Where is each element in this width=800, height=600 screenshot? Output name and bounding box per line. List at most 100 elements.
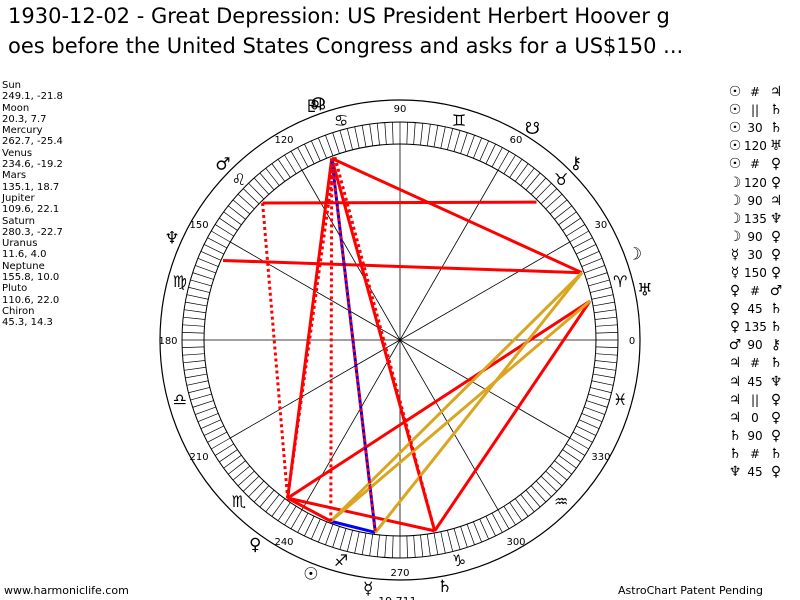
- degree-tick: [237, 193, 255, 210]
- degree-tick: [290, 509, 303, 529]
- aspect-row: ☽ 90 ♃: [726, 192, 798, 210]
- degree-tick: [440, 531, 446, 554]
- aspect-planet-b: ♅: [769, 138, 783, 155]
- degree-tick: [426, 124, 431, 146]
- aspect-type: 45: [747, 302, 763, 317]
- planet-glyph: ☊: [311, 95, 326, 115]
- position-values: 20.3, 7.7: [2, 113, 47, 125]
- degree-tick: [569, 230, 589, 243]
- division-line: [230, 339, 401, 439]
- degree-tick: [248, 182, 265, 200]
- degree-tick: [297, 147, 309, 168]
- aspect-type: #: [749, 446, 761, 461]
- aspect-planet-b: ♆: [769, 373, 783, 390]
- degree-tick: [384, 535, 387, 558]
- position-values: 155.8, 10.0: [2, 272, 60, 284]
- degree-tick: [277, 502, 291, 521]
- degree-tick: [433, 125, 439, 148]
- degree-tick: [207, 237, 228, 249]
- aspect-planet-b: ♀: [770, 391, 782, 408]
- degree-tick: [214, 224, 234, 237]
- position-values: 262.7, -25.4: [2, 136, 63, 148]
- aspect-list: ☉ # ♃ ☉ || ♄ ☉ 30 ♄ ☉ 120 ♅ ☉ # ♀ ☽ 120 ♀ ☽ 90 ♃ ☽ 135 ♆ ☽ 90 ♀ ☿ 30…: [726, 83, 798, 481]
- aspect-line: [222, 258, 583, 275]
- degree-tick: [185, 373, 208, 379]
- degree-tick: [535, 480, 552, 498]
- degree-tick: [223, 211, 242, 226]
- planet-glyph: ♆: [164, 229, 179, 249]
- aspect-row: ♄ 90 ♀: [726, 427, 798, 445]
- aspect-planet-a: ☽: [728, 228, 742, 245]
- aspect-type: 30: [747, 121, 763, 136]
- aspect-planet-a: ☽: [728, 210, 742, 227]
- aspect-type: 0: [751, 410, 759, 425]
- planet-glyph: ☿: [363, 579, 373, 599]
- degree-tick: [540, 188, 558, 205]
- aspect-type: 30: [747, 247, 763, 262]
- aspect-type: 120: [744, 175, 767, 190]
- degree-tick: [392, 535, 394, 558]
- aspect-type: 120: [744, 139, 767, 154]
- degree-tick: [192, 400, 214, 408]
- aspect-planet-b: ♆: [769, 210, 783, 227]
- position-name: Chiron: [2, 305, 35, 317]
- degree-tick: [253, 485, 270, 503]
- degree-tick: [376, 123, 380, 146]
- aspect-type: #: [749, 356, 761, 371]
- degree-tick: [223, 454, 242, 469]
- degree-tick: [566, 443, 586, 456]
- division-line: [301, 170, 401, 341]
- degree-tick: [460, 132, 468, 154]
- degree-tick: [572, 431, 593, 443]
- aspect-type: ||: [750, 103, 760, 118]
- degree-tick: [509, 159, 523, 178]
- aspect-row: ♂ 90 ⚷: [726, 336, 798, 354]
- aspect-type: 90: [747, 428, 763, 443]
- degree-tick: [591, 294, 614, 300]
- position-name: Neptune: [2, 260, 45, 272]
- degree-tick: [183, 360, 206, 364]
- planet-glyph: ☋: [525, 119, 540, 139]
- chart-title-line-2: oes before the United States Congress an…: [8, 34, 684, 58]
- degree-tick: [304, 143, 315, 164]
- degree-tick: [466, 135, 475, 156]
- degree-tick: [182, 346, 205, 348]
- aspect-planet-a: ♄: [728, 445, 742, 462]
- aspect-planet-a: ♀: [729, 283, 741, 300]
- position-name: Pluto: [2, 283, 28, 295]
- position-values: 280.3, -22.7: [2, 226, 63, 238]
- division-line: [399, 241, 570, 341]
- position-name: Moon: [2, 102, 30, 114]
- degree-tick: [182, 332, 205, 334]
- aspect-type: ||: [750, 392, 760, 407]
- degree-tick: [592, 301, 615, 307]
- degree-tick: [284, 506, 297, 526]
- aspect-planet-b: ♄: [769, 445, 783, 462]
- aspect-line: [286, 496, 332, 523]
- degree-tick: [332, 132, 340, 154]
- aspect-row: ☉ 30 ♄: [726, 119, 798, 137]
- degree-tick: [558, 211, 577, 226]
- degree-tick: [219, 449, 238, 463]
- zodiac-sign-glyph: ♊: [452, 111, 466, 130]
- degree-tick: [184, 366, 206, 371]
- aspect-row: ♆ 45 ♀: [726, 463, 798, 481]
- degree-tick: [525, 489, 541, 508]
- aspect-type: 150: [744, 265, 767, 280]
- degree-tick: [232, 465, 251, 481]
- aspect-planet-a: ♃: [728, 409, 742, 426]
- degree-tick: [211, 230, 231, 243]
- position-values: 135.1, 18.7: [2, 181, 60, 193]
- aspect-planet-b: ♀: [770, 464, 782, 481]
- degree-tick: [497, 151, 510, 171]
- degree-tick: [509, 502, 523, 521]
- degree-tick: [192, 272, 214, 280]
- aspect-planet-a: ☽: [728, 174, 742, 191]
- degree-tick: [420, 534, 424, 557]
- degree-tick: [594, 316, 617, 320]
- degree-tick: [277, 159, 291, 178]
- degree-tick: [182, 353, 205, 356]
- degree-tick: [195, 406, 216, 415]
- degree-tick: [197, 258, 219, 267]
